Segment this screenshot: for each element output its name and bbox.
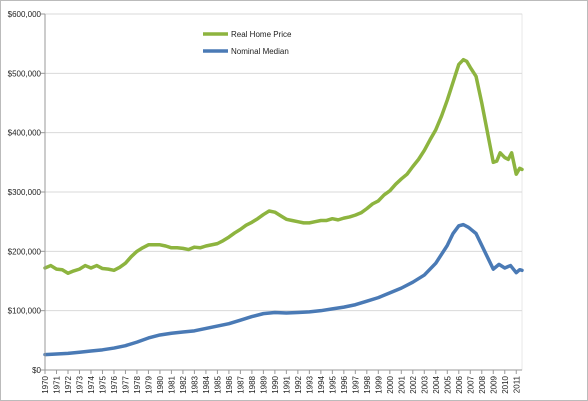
x-tick-label: 1982 bbox=[179, 375, 188, 393]
x-tick-label: 2000 bbox=[386, 375, 395, 393]
x-tick-label: 1989 bbox=[259, 375, 268, 393]
x-tick-label: 1993 bbox=[305, 375, 314, 393]
x-tick-label: 1987 bbox=[236, 375, 245, 393]
x-tick-label: 2007 bbox=[466, 375, 475, 393]
x-tick-label: 1984 bbox=[202, 375, 211, 393]
y-tick-label: $0 bbox=[32, 366, 41, 375]
x-tick-label: 1970 bbox=[41, 375, 50, 393]
x-axis-ticks: 1970 1971 1972 1973 1974 1975 1976 1977 1978 1979… bbox=[41, 370, 521, 394]
x-tick-label: 1972 bbox=[64, 375, 73, 393]
x-tick-label: 1995 bbox=[328, 375, 337, 393]
x-tick-label: 2004 bbox=[432, 375, 441, 393]
x-tick-label: 2006 bbox=[455, 375, 464, 393]
x-tick-label: 2010 bbox=[501, 375, 510, 393]
x-tick-label: 1971 bbox=[52, 375, 61, 393]
legend-label-nominal-median: Nominal Median bbox=[231, 47, 289, 56]
x-tick-label: 1976 bbox=[110, 375, 119, 393]
x-tick-label: 1974 bbox=[87, 375, 96, 393]
x-tick-label: 1996 bbox=[340, 375, 349, 393]
x-tick-label: 1994 bbox=[317, 375, 326, 393]
x-tick-label: 1997 bbox=[351, 375, 360, 393]
y-tick-label: $500,000 bbox=[8, 69, 42, 78]
y-tick-label: $100,000 bbox=[8, 307, 42, 316]
y-tick-label: $300,000 bbox=[8, 188, 42, 197]
x-tick-label: 1973 bbox=[75, 375, 84, 393]
x-tick-label: 1975 bbox=[98, 375, 107, 393]
y-tick-label: $400,000 bbox=[8, 129, 42, 138]
legend: Real Home Price Nominal Median bbox=[203, 30, 292, 56]
x-tick-label: 1979 bbox=[144, 375, 153, 393]
x-tick-label: 1999 bbox=[374, 375, 383, 393]
x-tick-label: 1985 bbox=[213, 375, 222, 393]
x-tick-label: 2009 bbox=[489, 375, 498, 393]
series-line-nominal-median bbox=[43, 222, 524, 357]
x-tick-label: 1992 bbox=[294, 375, 303, 393]
x-tick-label: 1977 bbox=[121, 375, 130, 393]
x-tick-label: 1986 bbox=[225, 375, 234, 393]
x-tick-label: 2008 bbox=[478, 375, 487, 393]
x-tick-label: 1983 bbox=[190, 375, 199, 393]
x-tick-label: 2003 bbox=[420, 375, 429, 393]
y-tick-label: $200,000 bbox=[8, 247, 42, 256]
series-line-real-home-price bbox=[43, 57, 524, 276]
x-tick-label: 1978 bbox=[133, 375, 142, 393]
x-tick-label: 2005 bbox=[443, 375, 452, 393]
x-tick-label: 2001 bbox=[397, 375, 406, 393]
x-tick-label: 2011 bbox=[512, 375, 521, 393]
x-tick-label: 2002 bbox=[409, 375, 418, 393]
x-tick-label: 1988 bbox=[248, 375, 257, 393]
y-tick-label: $600,000 bbox=[8, 10, 42, 19]
y-axis-ticks: $0 $100,000 $200,000 $300,000 $400,000 $500,0… bbox=[8, 10, 45, 375]
series-lines bbox=[43, 57, 524, 357]
x-tick-label: 1980 bbox=[156, 375, 165, 393]
x-tick-label: 1991 bbox=[282, 375, 291, 393]
x-tick-label: 1981 bbox=[167, 375, 176, 393]
legend-label-real-home-price: Real Home Price bbox=[231, 30, 292, 39]
x-tick-label: 1990 bbox=[271, 375, 280, 393]
x-tick-label: 1998 bbox=[363, 375, 372, 393]
